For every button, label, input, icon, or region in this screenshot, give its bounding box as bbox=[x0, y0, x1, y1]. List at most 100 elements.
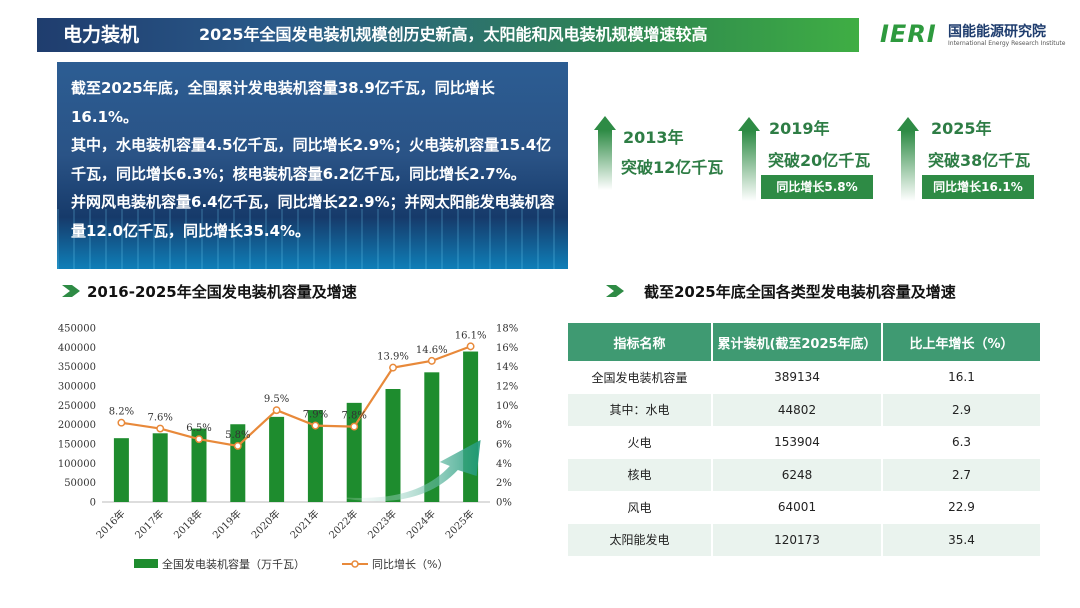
growth-point bbox=[427, 356, 436, 365]
y-left-tick-label: 400000 bbox=[58, 343, 96, 354]
table-cell: 120173 bbox=[712, 523, 883, 556]
y-right-tick-label: 18% bbox=[496, 324, 518, 335]
page-title: 2025年全国发电装机规模创历史新高，太阳能和风电装机规模增速较高 bbox=[199, 25, 708, 44]
bar bbox=[191, 428, 207, 502]
growth-point bbox=[195, 435, 203, 444]
growth-data-label: 5.8% bbox=[225, 430, 250, 441]
y-left-tick-label: 300000 bbox=[58, 382, 96, 393]
y-left-tick-label: 0 bbox=[90, 498, 96, 509]
summary-line-renewable: 并网风电装机容量6.4亿千瓦，同比增长22.9%；并网太阳能发电装机容量12.0… bbox=[71, 193, 555, 240]
growth-data-label: 14.6% bbox=[416, 345, 448, 356]
legend-line-marker bbox=[351, 560, 359, 568]
x-tick-label: 2020年 bbox=[248, 507, 282, 541]
growth-data-label: 6.5% bbox=[186, 423, 211, 434]
growth-point bbox=[272, 406, 281, 415]
capacity-table: 指标名称 累计装机(截至2025年底） 比上年增长（%） 全国发电装机容量 38… bbox=[568, 323, 1040, 556]
bar bbox=[152, 433, 168, 502]
y-right-tick-label: 12% bbox=[496, 382, 518, 393]
table-cell: 2.7 bbox=[882, 458, 1040, 491]
logo-name-cn: 国能能源研究院 bbox=[948, 24, 1046, 40]
milestone-desc: 突破12亿千瓦 bbox=[621, 158, 724, 177]
table-row: 风电 64001 22.9 bbox=[568, 491, 1040, 524]
logo-mark: IERI bbox=[880, 20, 937, 48]
bar bbox=[463, 351, 479, 502]
chevron-right-icon bbox=[62, 285, 80, 297]
column-header: 指标名称 bbox=[568, 323, 713, 361]
y-right-tick-label: 2% bbox=[496, 478, 512, 489]
header-bar: 电力装机 2025年全国发电装机规模创历史新高，太阳能和风电装机规模增速较高 bbox=[37, 18, 859, 52]
table-cell: 35.4 bbox=[882, 523, 1040, 556]
table-row: 核电 6248 2.7 bbox=[568, 458, 1040, 491]
capacity-growth-chart: 0 50000 100000 150000 200000 250000 300000 3500… bbox=[58, 324, 518, 572]
y-left-tick-label: 250000 bbox=[58, 401, 96, 412]
growth-data-label: 9.5% bbox=[264, 394, 289, 405]
x-tick-label: 2025年 bbox=[442, 507, 476, 541]
logo-name-en: International Energy Research Institute bbox=[948, 40, 1066, 47]
table-cell: 22.9 bbox=[882, 491, 1040, 524]
up-arrow-icon bbox=[738, 117, 760, 201]
growth-point bbox=[233, 441, 242, 450]
table-cell: 6.3 bbox=[882, 426, 1040, 459]
table-row: 太阳能发电 120173 35.4 bbox=[568, 523, 1040, 556]
y-right-tick-label: 6% bbox=[496, 440, 512, 451]
growth-point bbox=[156, 424, 165, 433]
table-cell: 核电 bbox=[568, 458, 713, 491]
table-cell: 389134 bbox=[712, 361, 883, 394]
chevron-right-icon bbox=[606, 285, 624, 297]
x-tick-label: 2018年 bbox=[171, 507, 205, 541]
y-right-tick-label: 4% bbox=[496, 459, 512, 470]
bar bbox=[424, 372, 440, 502]
milestone-desc: 突破20亿千瓦 bbox=[768, 151, 871, 170]
milestone-badge: 同比增长5.8% bbox=[761, 175, 873, 199]
growth-point bbox=[466, 342, 475, 351]
y-right-tick-label: 14% bbox=[496, 362, 518, 373]
growth-data-label: 13.9% bbox=[377, 352, 409, 363]
growth-data-label: 7.9% bbox=[303, 410, 328, 421]
table-row: 火电 153904 6.3 bbox=[568, 426, 1040, 459]
table-cell: 全国发电装机容量 bbox=[568, 361, 713, 394]
table-cell: 6248 bbox=[712, 458, 883, 491]
column-header: 累计装机(截至2025年底） bbox=[712, 323, 883, 361]
growth-point bbox=[311, 421, 320, 430]
y-left-tick-label: 450000 bbox=[58, 324, 96, 335]
column-header: 比上年增长（%） bbox=[882, 323, 1040, 361]
y-right-tick-label: 0% bbox=[496, 498, 512, 509]
table-row: 全国发电装机容量 389134 16.1 bbox=[568, 361, 1040, 394]
bar bbox=[385, 389, 401, 502]
y-left-tick-label: 350000 bbox=[58, 362, 96, 373]
y-left-tick-label: 200000 bbox=[58, 420, 96, 431]
logo: IERI 国能能源研究院 International Energy Resear… bbox=[880, 18, 1065, 52]
table-cell: 其中：水电 bbox=[568, 393, 713, 426]
table-cell: 153904 bbox=[712, 426, 883, 459]
y-right-tick-label: 16% bbox=[496, 343, 518, 354]
table-cell: 太阳能发电 bbox=[568, 523, 713, 556]
x-tick-label: 2022年 bbox=[326, 507, 360, 541]
bar bbox=[307, 410, 323, 502]
section-label: 电力装机 bbox=[63, 24, 140, 46]
growth-point bbox=[389, 363, 397, 372]
trend-arrow-icon bbox=[330, 440, 481, 502]
table-section-title: 截至2025年底全国各类型发电装机容量及增速 bbox=[644, 283, 956, 301]
milestone-year: 2025年 bbox=[931, 119, 992, 138]
legend-bar-label: 全国发电装机容量（万千瓦） bbox=[162, 557, 305, 571]
table-cell: 16.1 bbox=[882, 361, 1040, 394]
summary-panel: 截至2025年底，全国累计发电装机容量38.9亿千瓦，同比增长16.1%。 其中… bbox=[57, 62, 568, 269]
x-tick-label: 2021年 bbox=[287, 507, 321, 541]
milestone-year: 2013年 bbox=[623, 128, 684, 147]
table-row: 其中：水电 44802 2.9 bbox=[568, 393, 1040, 426]
x-tick-label: 2023年 bbox=[365, 507, 399, 541]
y-left-tick-label: 100000 bbox=[58, 459, 96, 470]
milestone-year: 2019年 bbox=[769, 119, 830, 138]
table-cell: 风电 bbox=[568, 491, 713, 524]
growth-data-label: 8.2% bbox=[109, 407, 134, 418]
milestone-desc: 突破38亿千瓦 bbox=[928, 151, 1031, 170]
growth-point bbox=[117, 418, 126, 427]
y-right-tick-label: 8% bbox=[496, 420, 512, 431]
growth-data-label: 16.1% bbox=[455, 330, 487, 341]
growth-point bbox=[350, 422, 359, 431]
growth-data-label: 7.6% bbox=[147, 413, 172, 424]
chart-section-title: 2016-2025年全国发电装机容量及增速 bbox=[87, 283, 357, 301]
summary-line-total: 截至2025年底，全国累计发电装机容量38.9亿千瓦，同比增长16.1%。 bbox=[71, 79, 495, 126]
table-cell: 火电 bbox=[568, 426, 713, 459]
x-tick-label: 2019年 bbox=[210, 507, 244, 541]
